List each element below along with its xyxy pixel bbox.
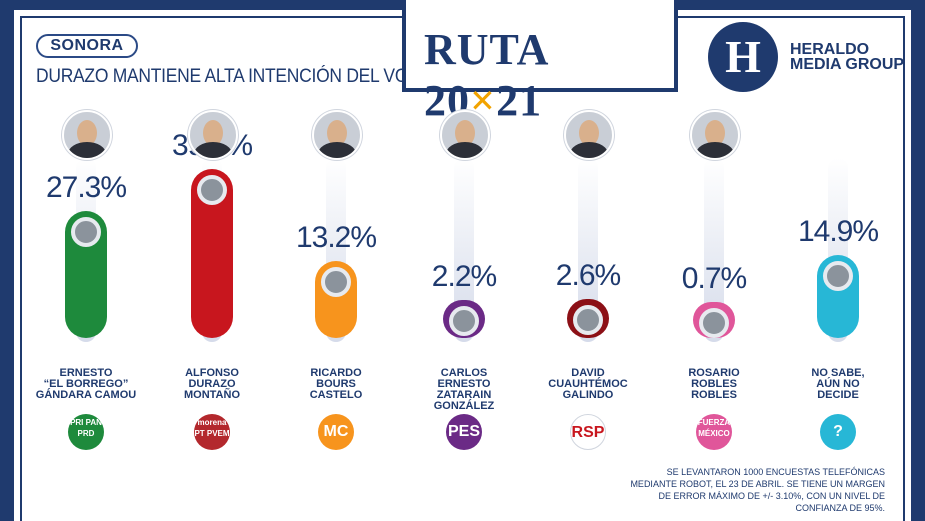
publisher-logo-icon: H [708,22,778,92]
candidate-name-line: CARLOS [440,367,488,379]
bar-knob-3 [321,267,351,298]
value-label-5: 2.6% [555,258,621,292]
candidate-name-line: CASTELO [309,389,363,401]
value-label-6: 0.7% [681,262,747,295]
candidate-name-line: DECIDE [817,389,859,401]
photo-body [446,142,484,158]
party-logo-icon-2: morena PT PVEM [194,414,230,450]
party-logo-icon-5: RSP [570,414,606,450]
candidate-name-line: ROSARIO [688,367,740,379]
candidate-name-line: GONZÁLEZ [433,400,495,412]
region-badge: SONORA [36,34,138,58]
bar-track [578,158,598,342]
candidate-name-line: CUAUHTÉMOC [548,378,628,390]
candidate-name-line: MONTAÑO [183,389,240,401]
bar-knob-6 [699,308,729,338]
candidate-photo-4 [440,110,490,160]
value-label-1: 27.3% [45,171,127,205]
candidate-name-6: ROSARIO ROBLES ROBLES [654,368,774,401]
candidate-photo-2 [188,110,238,160]
candidate-name-line: DAVID [571,367,605,379]
candidate-name-line: “EL BORREGO” [43,378,129,390]
candidate-name-1: ERNESTO “EL BORREGO” GÁNDARA CAMOU [26,368,146,401]
candidate-name-3: RICARDO BOURS CASTELO [276,368,396,401]
bar-knob-4 [449,306,479,337]
value-label-3: 13.2% [295,221,377,255]
candidate-name-line: ERNESTO [59,367,113,379]
party-logo-icon-4: PES [446,414,482,450]
photo-face [203,120,223,146]
candidate-name-5: DAVID CUAUHTÉMOC GALINDO [528,368,648,401]
photo-body [194,142,232,158]
candidate-name-line: DURAZO [188,378,236,390]
photo-face [705,120,725,146]
candidate-name-line: GALINDO [562,389,614,401]
photo-body [318,142,356,158]
candidate-name-line: ROBLES [691,378,737,390]
candidate-name-2: ALFONSO DURAZO MONTAÑO [152,368,272,401]
bar-track [454,158,474,342]
candidate-name-line: ROBLES [691,389,737,401]
photo-body [68,142,106,158]
photo-body [570,142,608,158]
bar-knob-1 [71,217,101,248]
photo-face [455,120,475,146]
bar-track [704,158,724,342]
brand-word: RUTA [424,25,547,74]
photo-face [579,120,599,146]
party-logo-icon-1: PRI PAN PRD [68,414,104,450]
photo-body [696,142,734,158]
candidate-name-line: AÚN NO [816,378,860,390]
publisher-line-1: HERALDO [790,41,870,58]
photo-face [327,120,347,146]
headline: DURAZO MANTIENE ALTA INTENCIÓN DEL VOTO [36,66,432,87]
brand-year-b: 21 [496,76,543,125]
bar-knob-5 [573,304,603,335]
candidate-name-line: ERNESTO [437,378,491,390]
methodology-footnote: SE LEVANTARON 1000 ENCUESTAS TELEFÓNICAS… [630,467,885,513]
candidate-photo-5 [564,110,614,160]
candidate-photo-3 [312,110,362,160]
photo-face [77,120,97,146]
party-logo-icon-7: ? [820,414,856,450]
party-logo-icon-3: MC [318,414,354,450]
candidate-name-line: GÁNDARA CAMOU [35,389,137,401]
candidate-name-4: CARLOS ERNESTO ZATARAIN GONZÁLEZ [404,368,524,412]
bar-knob-7 [823,261,853,292]
candidate-name-line: ZATARAIN [436,389,492,401]
publisher-name: HERALDO MEDIA GROUP [790,41,905,73]
candidate-name-line: RICARDO [310,367,362,379]
candidate-photo-6 [690,110,740,160]
bar-knob-2 [197,175,227,206]
party-logo-icon-6: FUERZA MÉXICO [696,414,732,450]
brand-box: RUTA 20×21 [402,0,678,125]
candidate-photo-1 [62,110,112,160]
candidate-name-line: BOURS [316,378,356,390]
value-label-7: 14.9% [797,215,879,249]
value-label-4: 2.2% [431,260,497,294]
candidate-name-line: NO SABE, [811,367,865,379]
publisher-line-2: MEDIA GROUP [790,56,905,73]
candidate-name-line: ALFONSO [185,367,239,379]
candidate-name-7: NO SABE, AÚN NO DECIDE [778,368,898,401]
